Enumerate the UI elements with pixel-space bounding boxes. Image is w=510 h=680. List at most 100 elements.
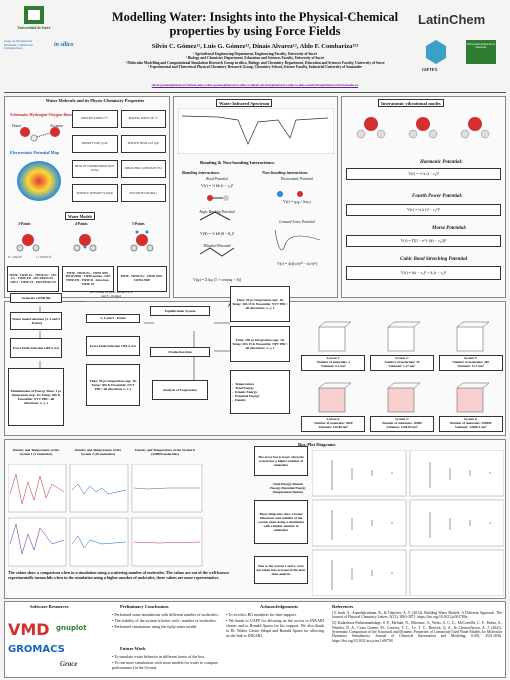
system-box bbox=[387, 321, 421, 352]
logo-left: Universidad de Sucre bbox=[4, 4, 64, 32]
label: Electrostatic Potential bbox=[280, 177, 314, 181]
system-label: System 3: Number of molecules: 200 Volumen… bbox=[438, 355, 503, 371]
property-box: DIELECTRIC CONSTANT 78.4 bbox=[120, 159, 166, 178]
bullet: To in-silico RG members for their suppor… bbox=[226, 612, 324, 617]
bullet: To run more simulations with more models… bbox=[112, 660, 220, 670]
system-cell: System 2: Number of molecules: 20 Volumen:… bbox=[369, 312, 436, 371]
section-title: Preliminary Conclusions bbox=[120, 604, 169, 609]
emails: silvio.gomez@unisucrevirtual.edu.co luis… bbox=[151, 83, 359, 87]
future-work: To simulate water behavior in different … bbox=[112, 654, 220, 671]
note: Total Energy Kinetic Energy Potential En… bbox=[270, 481, 306, 495]
model-list: TIP5P - TIP5P-Ew - TIP5P 2018 - SWM4-NDP bbox=[117, 266, 167, 292]
section-title: Future Work bbox=[120, 646, 146, 651]
system-volume: Volumen: 1.17 nm³ bbox=[388, 364, 416, 369]
model-geometries bbox=[16, 230, 154, 252]
references: [1] Izadi, S., Anandakrishnan, R., & Onu… bbox=[332, 611, 502, 644]
label: Angle Bending Potential bbox=[199, 210, 235, 214]
label: Fourth Power Potential: bbox=[412, 194, 463, 199]
logo-icon bbox=[24, 6, 44, 24]
property: Kinetic Energy bbox=[235, 389, 258, 394]
label: Electrostatic Potential Map bbox=[10, 150, 59, 155]
flow-step: Production Run bbox=[150, 347, 210, 357]
system-volume: Volumen: 126.88 nm³ bbox=[318, 425, 349, 430]
property: Potential Energy bbox=[235, 394, 260, 399]
property: Temperature bbox=[235, 381, 254, 386]
section-title: References bbox=[332, 604, 354, 609]
section-title: Software Resources bbox=[30, 604, 69, 609]
logo-text: Grupo de Investigación Modelado y Simula… bbox=[4, 39, 33, 51]
equation: V(r) = 4ε[(σ/r)¹² − (σ/r)⁶] bbox=[276, 261, 318, 266]
property-box: DENSITY 0.997 g/cm³ bbox=[72, 134, 118, 153]
flow-step: Minimization of Energy Time: 1 ps Integr… bbox=[8, 368, 64, 426]
system-label: System 5: Number of molecules: 20000 Volum… bbox=[369, 416, 434, 432]
ir-spectrum bbox=[178, 108, 334, 154]
flow-step: Analysis of Trajectories bbox=[152, 380, 208, 400]
equation: V(r) = ¼ k (r² − r₀²)² bbox=[346, 204, 501, 216]
equation: V(r) = ½ kb (r − r₀)² bbox=[200, 183, 234, 188]
dash: - bbox=[232, 381, 234, 386]
system-molecules: Number of molecules: 20 bbox=[384, 360, 420, 365]
section-title: Water Infrared Spectrum bbox=[216, 99, 273, 107]
section-title: Acknowledgements bbox=[260, 604, 299, 609]
affiliation: ⁴ Experimental and Theoretical Physical … bbox=[147, 64, 363, 69]
system-label: System 2: Number of molecules: 20 Volumen:… bbox=[369, 355, 434, 371]
plot-title: Density and Temperature of the System 1 … bbox=[13, 447, 59, 456]
system-box bbox=[456, 321, 490, 352]
conclusions: Performed some simulations with differen… bbox=[112, 612, 220, 630]
bullet: Performed some simulations with differen… bbox=[112, 612, 220, 617]
model-list: TIP3P - TIP3P Fw - TIP3P-Ew - SPC Fw - T… bbox=[7, 266, 59, 292]
properties: MELTING POINT 0 °C BOILING POINT 100 °C DE… bbox=[72, 110, 166, 206]
system-cell: System 5: Number of molecules: 20000 Volum… bbox=[369, 373, 436, 432]
property-box: SURFACE TENSION 72 mN/m bbox=[72, 184, 118, 203]
label: Bonding interactions bbox=[182, 170, 220, 175]
title: Modelling Water: Insights into the Physi… bbox=[111, 10, 399, 39]
label: Morse Potential: bbox=[432, 226, 467, 231]
affiliation: ² Biology and Chemistry Department, Educ… bbox=[185, 56, 325, 61]
label: Dihedral Potential bbox=[203, 244, 231, 248]
affiliation: ³ Molecular Modelling and Computational … bbox=[125, 60, 385, 65]
system-name: System 4: bbox=[326, 417, 341, 422]
system-molecules: Number of molecules: 2 bbox=[316, 360, 351, 365]
flow-step: Time: 50 ps Integration step: 1fs Temp: … bbox=[230, 286, 290, 322]
label: Schematic Hydrogen-Oxygen Bonds bbox=[10, 112, 75, 117]
plot-title: Density and Temperature of the System 6 … bbox=[135, 447, 195, 456]
flow-step: Equilibration System bbox=[150, 306, 210, 316]
list-row: - Total Energy bbox=[232, 386, 254, 390]
system-molecules: Number of molecules: 20000 bbox=[382, 421, 422, 426]
flow-step: Time: 200 ps Integration step: 1fs Temp:… bbox=[230, 326, 290, 362]
equation: V(r) = D[1 − e^(−β(r − r₀))]² bbox=[346, 235, 501, 247]
property-list: - Temperature - Total Energy - Kinetic Energy… bbox=[230, 370, 290, 414]
label: 4-Points bbox=[75, 222, 88, 226]
flow-step: Water model selection (3, 4 and 5 - Poin… bbox=[10, 312, 62, 330]
interaction-sketches bbox=[199, 191, 321, 257]
system-label: System 1: Number of molecules: 2 Volumen: … bbox=[301, 355, 366, 371]
equation: V(r) = k(r − r₀)² + k꜀(r − r₀)³ bbox=[346, 266, 501, 280]
esp-map bbox=[17, 161, 61, 201]
software-logo: GROMACS bbox=[8, 644, 65, 655]
list-row: - Temperature bbox=[232, 382, 254, 386]
system-volume: Volumen: 12688.3 nm³ bbox=[454, 425, 487, 430]
vibration-modes bbox=[356, 117, 490, 139]
flow-arrows bbox=[39, 301, 230, 381]
property-box: MELTING POINT 0 °C bbox=[72, 110, 118, 128]
software-logo: gnuplot bbox=[56, 624, 87, 632]
system-name: System 6: bbox=[463, 417, 478, 422]
systems: System 1: Number of molecules: 2 Volumen: … bbox=[300, 312, 504, 432]
section-title: Bonding & Non-bonding Interactions: bbox=[200, 160, 275, 165]
hbond-diagram bbox=[20, 127, 60, 142]
plot-title: Density and Temperature of the System 2 … bbox=[75, 447, 121, 456]
label: Cubic Bond Stretching Potential bbox=[400, 257, 468, 262]
density-plots bbox=[8, 464, 203, 567]
note: Due to the system 1 and 2, were not take… bbox=[254, 556, 308, 584]
label: Lennard-Jones Potential bbox=[279, 220, 315, 224]
system-box bbox=[319, 382, 353, 413]
equation: V(r) = ½ k (r − r₀)² bbox=[346, 168, 501, 180]
label: θ = 104.52° bbox=[8, 255, 23, 259]
dash: - bbox=[232, 398, 234, 403]
system-cell: System 1: Number of molecules: 2 Volumen: … bbox=[300, 312, 367, 371]
system-molecules: Number of molecules: 200000 bbox=[449, 421, 492, 426]
system-name: System 3: bbox=[463, 356, 478, 361]
property-box: BOILING POINT 100 °C bbox=[120, 110, 166, 128]
label: Non-bonding interactions bbox=[262, 170, 308, 175]
